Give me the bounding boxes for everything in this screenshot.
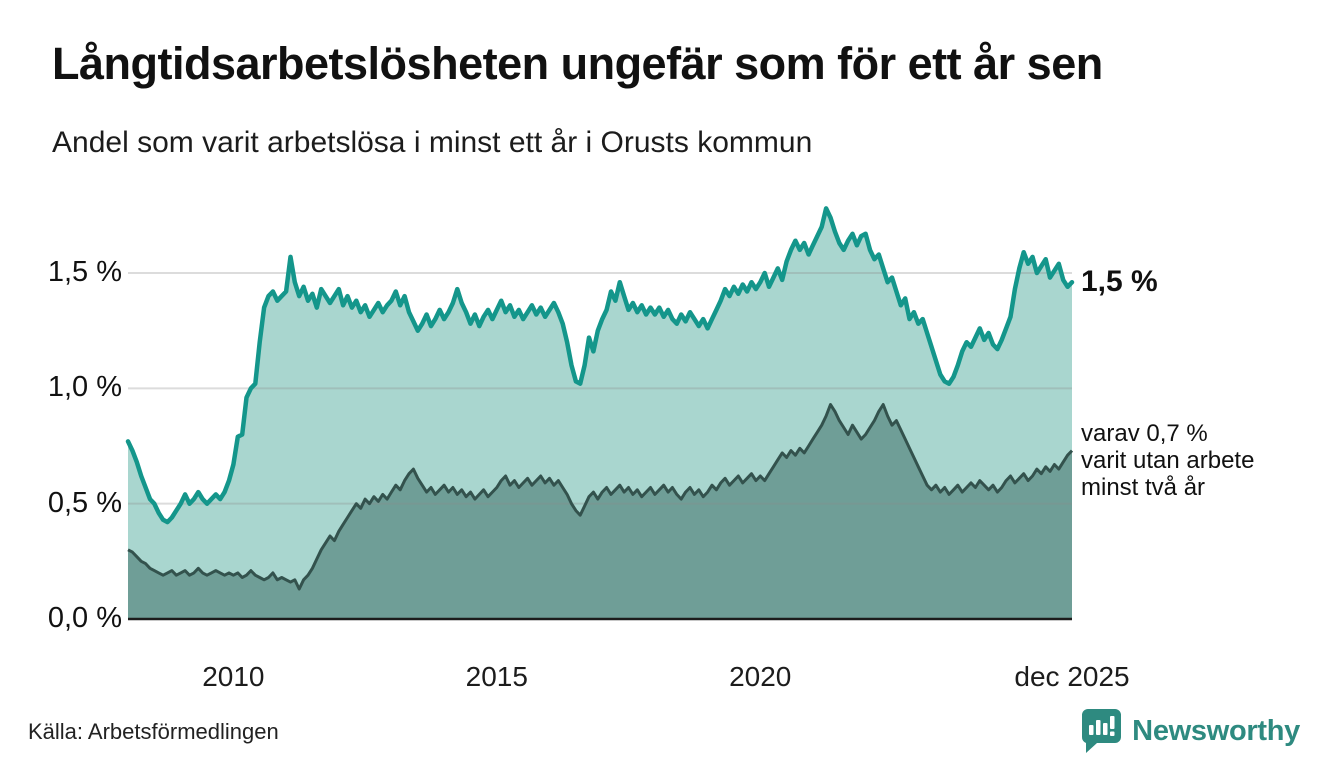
annotation-line-3: minst två år [1081, 473, 1206, 501]
annotation-line-2: varit utan arbete [1081, 446, 1255, 474]
x-tick-label-1: 2015 [465, 661, 528, 692]
area-subset-fill [128, 404, 1072, 619]
y-tick-label-3: 1,5 % [47, 255, 122, 288]
source-attribution: Källa: Arbetsförmedlingen [28, 719, 279, 744]
newsworthy-wordmark: Newsworthy [1132, 714, 1300, 747]
newsworthy-logo-icon [1082, 709, 1122, 753]
y-tick-label-2: 1,0 % [47, 371, 122, 404]
page-title: Långtidsarbetslösheten ungefär som för e… [52, 38, 1103, 89]
line-subset [127, 403, 1074, 591]
line-total [125, 206, 1075, 525]
y-tick-label-0: 0,0 % [47, 601, 122, 634]
x-tick-label-2: 2020 [729, 661, 792, 692]
series-total-end-label: 1,5 % [1081, 265, 1158, 299]
series-subset-annotation: varav 0,7 % varit utan arbete minst två … [1081, 420, 1254, 501]
page-subtitle: Andel som varit arbetslösa i minst ett å… [52, 126, 813, 159]
x-tick-label-0: 2010 [202, 661, 265, 692]
annotation-line-1: varav 0,7 % [1081, 419, 1208, 447]
newsworthy-logo[interactable]: Newsworthy [1080, 708, 1300, 754]
x-tick-label-3: dec 2025 [1014, 661, 1130, 692]
y-tick-label-1: 0,5 % [47, 486, 122, 519]
